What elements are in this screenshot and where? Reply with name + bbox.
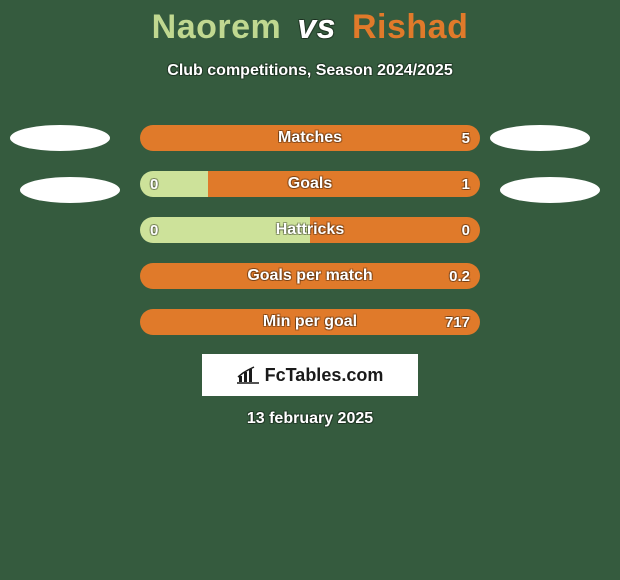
branding-chart-icon xyxy=(237,366,259,384)
stat-row: Min per goal717 xyxy=(140,309,480,335)
branding-badge: FcTables.com xyxy=(202,354,418,396)
stat-value-right: 0.2 xyxy=(449,263,470,289)
stat-value-right: 5 xyxy=(462,125,470,151)
stat-value-left: 0 xyxy=(150,217,158,243)
stat-label: Hattricks xyxy=(140,217,480,243)
stat-row: Goals per match0.2 xyxy=(140,263,480,289)
stat-value-right: 0 xyxy=(462,217,470,243)
stat-label: Matches xyxy=(140,125,480,151)
vs-label: vs xyxy=(297,8,336,46)
stat-label: Min per goal xyxy=(140,309,480,335)
stat-value-right: 717 xyxy=(445,309,470,335)
date-label: 13 february 2025 xyxy=(0,410,620,428)
branding-text: FcTables.com xyxy=(265,365,384,386)
comparison-infographic: Naorem vs Rishad Club competitions, Seas… xyxy=(0,0,620,580)
avatar-placeholder-right-1 xyxy=(500,177,600,203)
stat-row: Goals0 1 xyxy=(140,171,480,197)
title: Naorem vs Rishad xyxy=(0,8,620,47)
avatar-placeholder-left-1 xyxy=(20,177,120,203)
stat-row: Matches5 xyxy=(140,125,480,151)
avatar-placeholder-left-0 xyxy=(10,125,110,151)
player1-name: Naorem xyxy=(152,8,282,46)
stat-label: Goals per match xyxy=(140,263,480,289)
avatar-placeholder-right-0 xyxy=(490,125,590,151)
subtitle: Club competitions, Season 2024/2025 xyxy=(0,62,620,80)
stat-value-left: 0 xyxy=(150,171,158,197)
stats-rows: Matches5Goals01Hattricks00Goals per matc… xyxy=(140,125,480,355)
stat-label: Goals xyxy=(140,171,480,197)
stat-row: Hattricks0 0 xyxy=(140,217,480,243)
stat-value-right: 1 xyxy=(462,171,470,197)
player2-name: Rishad xyxy=(352,8,468,46)
